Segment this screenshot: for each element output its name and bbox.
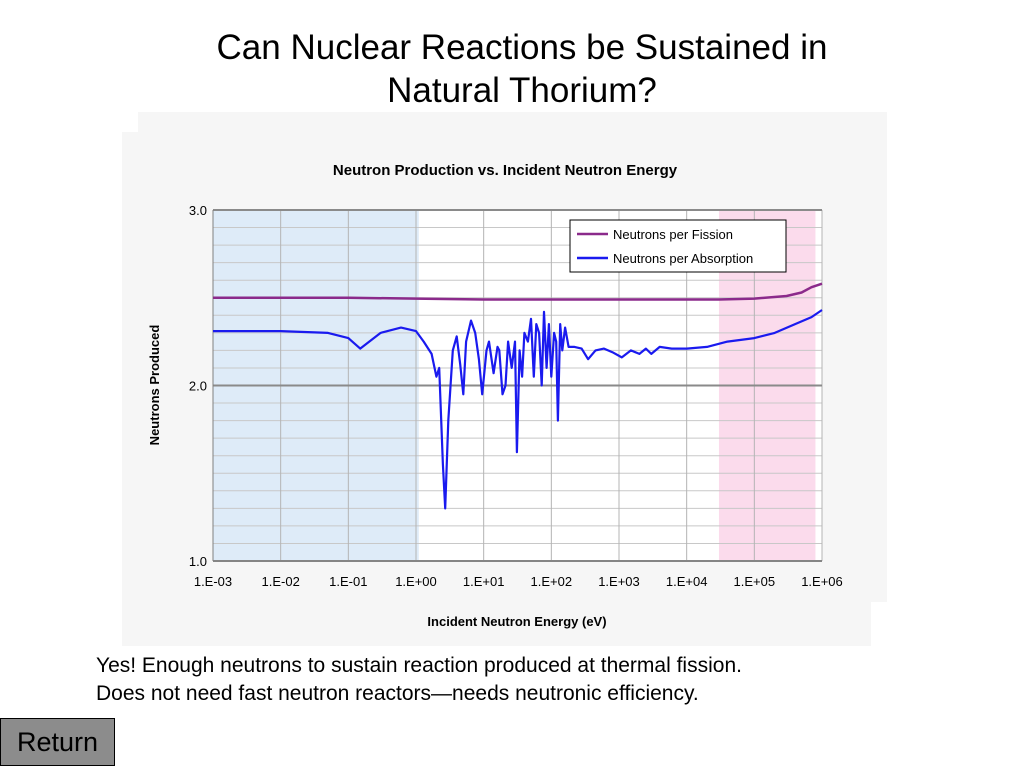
slide-title-line-2: Natural Thorium? [387, 71, 657, 110]
y-tick-label: 2.0 [189, 379, 207, 394]
slide-title: Can Nuclear Reactions be Sustained in Na… [0, 26, 1024, 112]
chart-panel-notch [871, 602, 887, 646]
chart-panel-notch [122, 112, 138, 132]
x-tick-label: 1.E+05 [734, 574, 776, 589]
x-tick-label: 1.E-01 [329, 574, 367, 589]
x-tick-label: 1.E+03 [598, 574, 640, 589]
caption-line-1: Yes! Enough neutrons to sustain reaction… [96, 654, 742, 677]
x-tick-label: 1.E+06 [801, 574, 843, 589]
y-tick-label: 3.0 [189, 203, 207, 218]
caption: Yes! Enough neutrons to sustain reaction… [96, 652, 742, 708]
x-tick-label: 1.E-03 [194, 574, 232, 589]
y-tick-label: 1.0 [189, 554, 207, 569]
return-button[interactable]: Return [0, 718, 115, 766]
legend-box [569, 219, 787, 273]
series-line-absorption [213, 309, 823, 510]
x-tick-label: 1.E+02 [531, 574, 573, 589]
x-tick-label: 1.E+01 [463, 574, 505, 589]
legend-label: Neutrons per Absorption [613, 251, 753, 266]
chart-title: Neutron Production vs. Incident Neutron … [333, 162, 678, 179]
caption-line-2: Does not need fast neutron reactors—need… [96, 682, 699, 705]
slide-title-line-1: Can Nuclear Reactions be Sustained in [216, 28, 828, 67]
series-line-fission [213, 282, 823, 301]
y-axis-label: Neutrons Produced [147, 325, 162, 446]
neutron-chart: 1.0 2.0 3.0 1.E-03 1.E-02 1.E-01 1.E+00 1.E+01 1… [147, 162, 843, 629]
x-tick-label: 1.E-02 [262, 574, 300, 589]
chart-panel: 1.0 2.0 3.0 1.E-03 1.E-02 1.E-01 1.E+00 1.E+01 1… [122, 112, 887, 646]
legend-label: Neutrons per Fission [613, 227, 733, 242]
x-tick-label: 1.E+00 [395, 574, 437, 589]
x-tick-label: 1.E+04 [666, 574, 708, 589]
x-axis-label: Incident Neutron Energy (eV) [427, 614, 606, 629]
